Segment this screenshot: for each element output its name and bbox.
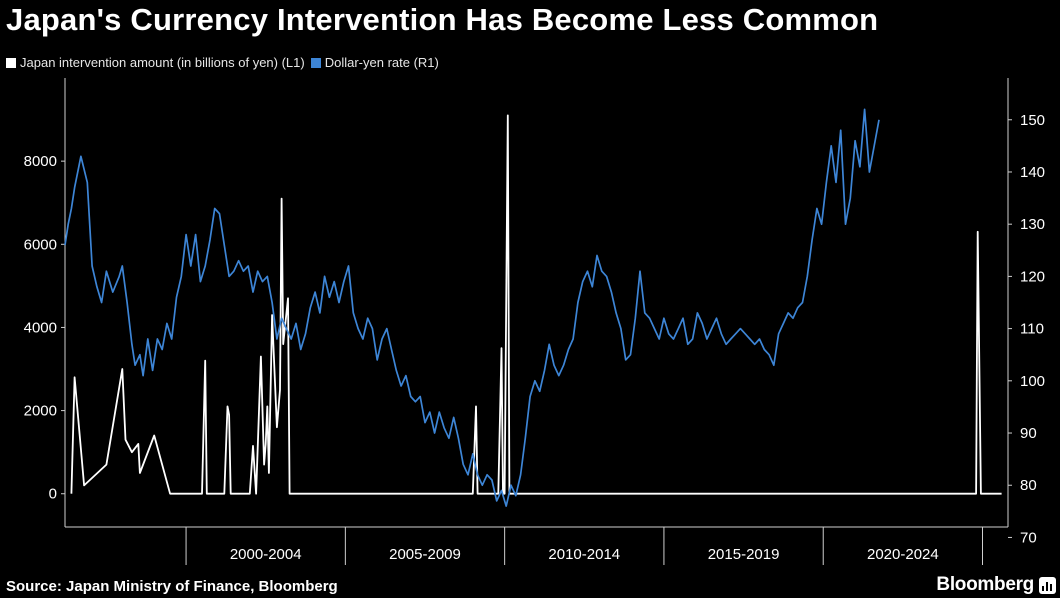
y-left-tick-label: 8000	[24, 153, 57, 170]
bloomberg-chart-icon	[1039, 577, 1056, 594]
y-right-tick-label: 90	[1020, 425, 1037, 442]
y-left-tick-label: 2000	[24, 403, 57, 420]
y-right-tick-label: 120	[1020, 268, 1045, 285]
legend: Japan intervention amount (in billions o…	[6, 55, 445, 70]
intervention-amount-line	[70, 114, 1002, 495]
x-period-label: 2000-2004	[230, 546, 302, 563]
legend-swatch-dollar-yen	[310, 57, 321, 68]
y-left-tick-label: 4000	[24, 319, 57, 336]
x-period-label: 2020-2024	[867, 546, 939, 563]
y-left-tick-label: 6000	[24, 236, 57, 253]
x-period-label: 2010-2014	[548, 546, 620, 563]
legend-item-intervention: Japan intervention amount (in billions o…	[6, 55, 305, 70]
y-left-tick-label: 0	[49, 486, 57, 503]
x-period-label: 2005-2009	[389, 546, 461, 563]
legend-label-intervention: Japan intervention amount (in billions o…	[20, 55, 305, 70]
y-right-tick-label: 100	[1020, 373, 1045, 390]
dollar-yen-line	[64, 108, 880, 507]
y-right-tick-label: 150	[1020, 112, 1045, 129]
x-period-label: 2015-2019	[708, 546, 780, 563]
legend-item-dollar-yen: Dollar-yen rate (R1)	[310, 55, 439, 70]
chart-title: Japan's Currency Intervention Has Become…	[6, 2, 879, 37]
y-right-tick-label: 70	[1020, 529, 1037, 546]
source-note: Source: Japan Ministry of Finance, Bloom…	[6, 578, 338, 595]
y-right-tick-label: 110	[1020, 321, 1044, 338]
y-right-tick-label: 80	[1020, 477, 1037, 494]
brand-logo-text: Bloomberg	[936, 574, 1034, 595]
legend-swatch-intervention	[6, 57, 16, 68]
y-right-tick-label: 140	[1020, 164, 1045, 181]
legend-label-dollar-yen: Dollar-yen rate (R1)	[324, 55, 439, 70]
y-right-tick-label: 130	[1020, 216, 1045, 233]
